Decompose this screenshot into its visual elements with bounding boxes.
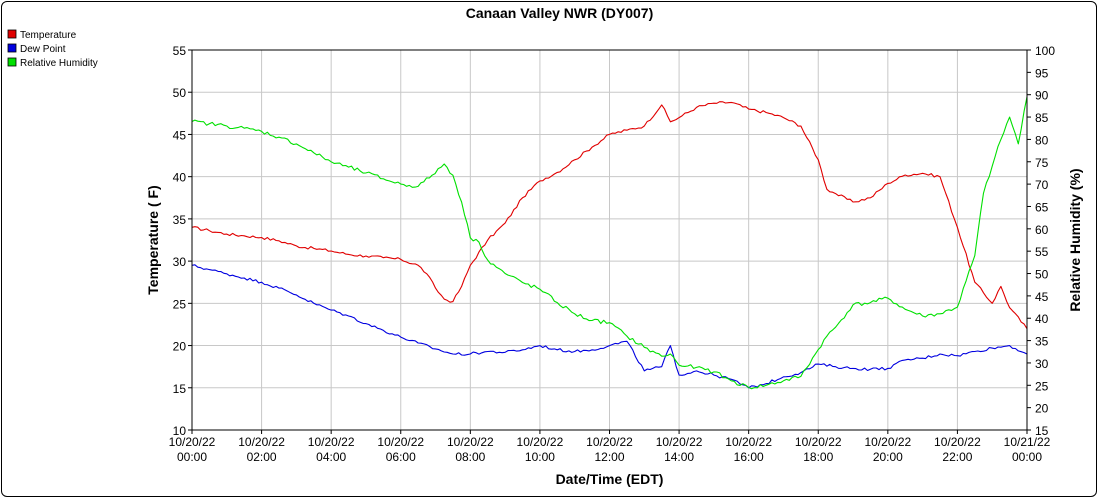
y-left-tick-label: 15: [173, 382, 187, 396]
y-right-tick-label: 85: [1035, 111, 1049, 125]
y-right-tick-label: 35: [1035, 335, 1049, 349]
y-left-tick-label: 10: [173, 424, 187, 438]
x-tick-time-label: 10:00: [525, 450, 555, 464]
y-right-tick-label: 70: [1035, 178, 1049, 192]
x-tick-time-label: 08:00: [455, 450, 485, 464]
temperature-legend-label: Temperature: [20, 30, 77, 41]
y-right-tick-label: 20: [1035, 402, 1049, 416]
dew-point-line: [191, 264, 1028, 389]
x-tick-date-label: 10/20/22: [447, 435, 494, 449]
y-left-tick-label: 45: [173, 128, 187, 142]
y-axis-right-title: Relative Humidity (%): [1067, 168, 1083, 311]
y-left-tick-label: 40: [173, 171, 187, 185]
y-left-tick-label: 55: [173, 44, 187, 58]
x-tick-date-label: 10/20/22: [656, 435, 703, 449]
x-tick-time-label: 06:00: [386, 450, 416, 464]
dew-point-legend-label: Dew Point: [20, 44, 66, 55]
y-right-tick-label: 15: [1035, 424, 1049, 438]
x-tick-date-label: 10/20/22: [934, 435, 981, 449]
x-tick-date-label: 10/20/22: [308, 435, 355, 449]
x-tick-time-label: 16:00: [734, 450, 764, 464]
y-right-tick-label: 50: [1035, 268, 1049, 282]
x-axis-ticks: 10/20/2200:0010/20/2202:0010/20/2204:001…: [169, 430, 1051, 464]
y-right-tick-label: 65: [1035, 200, 1049, 214]
y-right-tick-label: 40: [1035, 312, 1049, 326]
relative-humidity-line: [191, 96, 1028, 390]
y-right-tick-label: 25: [1035, 379, 1049, 393]
x-tick-date-label: 10/20/22: [169, 435, 216, 449]
x-axis-title: Date/Time (EDT): [556, 471, 664, 487]
y-right-tick-label: 95: [1035, 66, 1049, 80]
relative-humidity-legend-swatch: [7, 57, 17, 67]
x-tick-time-label: 18:00: [803, 450, 833, 464]
y-left-tick-label: 25: [173, 297, 187, 311]
y-right-tick-label: 100: [1035, 44, 1055, 58]
relative-humidity-legend-label: Relative Humidity: [20, 58, 98, 69]
x-tick-time-label: 12:00: [594, 450, 624, 464]
x-tick-date-label: 10/20/22: [725, 435, 772, 449]
temperature-legend-swatch: [7, 29, 17, 39]
y-right-tick-label: 55: [1035, 245, 1049, 259]
y-right-tick-label: 80: [1035, 133, 1049, 147]
x-tick-date-label: 10/20/22: [795, 435, 842, 449]
y-right-tick-label: 60: [1035, 223, 1049, 237]
y-axis-right-ticks: 15 20 25 30 35 40 45 50 55 60 65 70 75 80 85 90 95 100: [1027, 44, 1055, 438]
x-tick-time-label: 00:00: [1012, 450, 1042, 464]
x-tick-date-label: 10/20/22: [517, 435, 564, 449]
x-tick-time-label: 04:00: [316, 450, 346, 464]
y-left-tick-label: 30: [173, 255, 187, 269]
x-tick-date-label: 10/20/22: [586, 435, 633, 449]
x-tick-date-label: 10/21/22: [1004, 435, 1051, 449]
dew-point-legend-swatch: [7, 43, 17, 53]
x-tick-date-label: 10/20/22: [864, 435, 911, 449]
grid: [191, 49, 1028, 431]
chart-title: Canaan Valley NWR (DY007): [466, 5, 654, 21]
x-tick-time-label: 00:00: [177, 450, 207, 464]
y-right-tick-label: 45: [1035, 290, 1049, 304]
y-left-tick-label: 35: [173, 213, 187, 227]
x-tick-date-label: 10/20/22: [238, 435, 285, 449]
temperature-line: [191, 101, 1028, 329]
legend: Temperature Dew Point Relative Humidity: [7, 29, 98, 69]
x-tick-time-label: 02:00: [247, 450, 277, 464]
y-axis-left-title: Temperature ( F): [145, 185, 161, 294]
x-tick-date-label: 10/20/22: [377, 435, 424, 449]
x-tick-time-label: 22:00: [942, 450, 972, 464]
y-left-tick-label: 20: [173, 340, 187, 354]
y-right-tick-label: 75: [1035, 156, 1049, 170]
y-right-tick-label: 90: [1035, 89, 1049, 103]
y-right-tick-label: 30: [1035, 357, 1049, 371]
series-layer: [191, 96, 1028, 390]
y-left-tick-label: 50: [173, 86, 187, 100]
x-tick-time-label: 14:00: [664, 450, 694, 464]
x-tick-time-label: 20:00: [873, 450, 903, 464]
y-axis-left-ticks: 10 15 20 25 30 35 40 45 50 55: [173, 44, 192, 438]
